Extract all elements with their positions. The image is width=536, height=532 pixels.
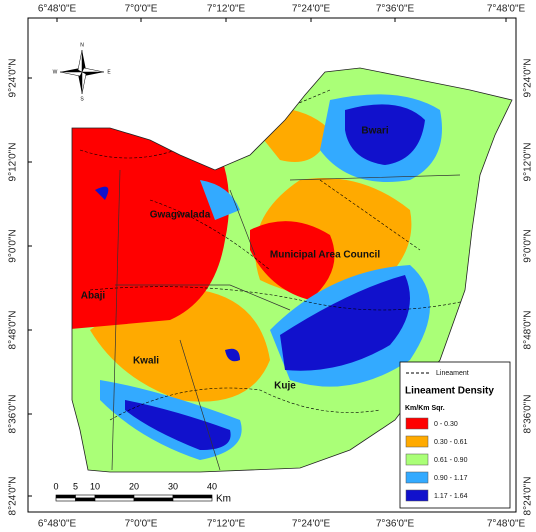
legend-title: Lineament Density xyxy=(405,386,494,397)
legend-label: 0 - 0.30 xyxy=(434,421,458,428)
scale-label: 40 xyxy=(207,481,217,491)
scale-segment xyxy=(76,498,96,501)
legend-swatch xyxy=(406,490,428,501)
latitude-label: 8°36'0"N xyxy=(523,395,534,434)
legend-swatch xyxy=(406,436,428,447)
scale-segment xyxy=(134,498,173,501)
legend-box xyxy=(400,362,510,508)
latitude-label: 8°36'0"N xyxy=(8,395,19,434)
scale-label: 20 xyxy=(129,481,139,491)
longitude-label: 7°12'0"E xyxy=(207,4,246,15)
longitude-label: 7°36'0"E xyxy=(376,519,415,530)
scale-segment xyxy=(173,495,212,498)
longitude-label: 7°0'0"E xyxy=(125,519,158,530)
longitude-label: 7°36'0"E xyxy=(376,4,415,15)
latitude-label: 8°48'0"N xyxy=(8,311,19,350)
scale-label: 0 xyxy=(53,481,58,491)
legend-label: 0.30 - 0.61 xyxy=(434,439,468,446)
scale-segment xyxy=(95,495,134,498)
legend-label: Lineament xyxy=(436,370,469,377)
region-label: Abaji xyxy=(81,291,106,302)
latitude-label: 9°24'0"N xyxy=(523,59,534,98)
latitude-label: 8°24'0"N xyxy=(8,477,19,516)
region-label: Municipal Area Council xyxy=(270,250,380,261)
scale-label: 10 xyxy=(90,481,100,491)
compass-letter: N xyxy=(80,42,84,48)
scale-segment xyxy=(56,495,76,498)
legend-label: 0.90 - 1.17 xyxy=(434,475,468,482)
longitude-label: 7°24'0"E xyxy=(292,519,331,530)
region-label: Gwagwalada xyxy=(150,210,211,221)
latitude-label: 9°0'0"N xyxy=(523,229,534,262)
legend-swatch xyxy=(406,418,428,429)
longitude-label: 6°48'0"E xyxy=(38,519,77,530)
longitude-label: 6°48'0"E xyxy=(38,4,77,15)
latitude-label: 9°12'0"N xyxy=(523,143,534,182)
longitude-label: 7°0'0"E xyxy=(125,4,158,15)
latitude-label: 8°48'0"N xyxy=(523,311,534,350)
longitude-label: 7°48'0"E xyxy=(487,4,526,15)
scale-segment xyxy=(76,495,96,498)
region-label: Bwari xyxy=(361,126,388,137)
region-label: Kuje xyxy=(274,381,296,392)
longitude-label: 7°12'0"E xyxy=(207,519,246,530)
scale-label: 30 xyxy=(168,481,178,491)
legend-swatch xyxy=(406,454,428,465)
map: N E S W Bwari Gwagwalada Municipal Area … xyxy=(0,0,536,532)
legend-unit: Km/Km Sqr. xyxy=(405,405,445,412)
latitude-label: 9°24'0"N xyxy=(8,59,19,98)
legend: Lineament Lineament Density Km/Km Sqr. 0… xyxy=(400,362,510,508)
longitude-label: 7°24'0"E xyxy=(292,4,331,15)
latitude-label: 8°24'0"N xyxy=(523,477,534,516)
latitude-label: 9°0'0"N xyxy=(8,229,19,262)
region-label: Kwali xyxy=(133,356,159,367)
legend-label: 0.61 - 0.90 xyxy=(434,457,468,464)
latitude-label: 9°12'0"N xyxy=(8,143,19,182)
scale-unit: Km xyxy=(216,494,231,505)
scale-segment xyxy=(134,495,173,498)
scale-label: 5 xyxy=(73,481,78,491)
longitude-label: 7°48'0"E xyxy=(487,519,526,530)
compass-letter: W xyxy=(53,69,58,75)
scale-segment xyxy=(95,498,134,501)
scale-segment xyxy=(56,498,76,501)
legend-label: 1.17 - 1.64 xyxy=(434,493,468,500)
legend-swatch xyxy=(406,472,428,483)
scale-segment xyxy=(173,498,212,501)
